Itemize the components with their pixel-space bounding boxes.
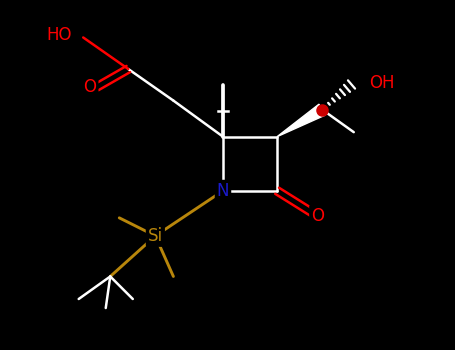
Text: O: O <box>311 206 324 225</box>
Polygon shape <box>277 104 325 136</box>
Text: HO: HO <box>46 26 72 44</box>
Text: O: O <box>83 78 96 96</box>
Text: Si: Si <box>148 227 163 245</box>
Text: OH: OH <box>369 74 395 92</box>
Text: N: N <box>217 182 229 200</box>
